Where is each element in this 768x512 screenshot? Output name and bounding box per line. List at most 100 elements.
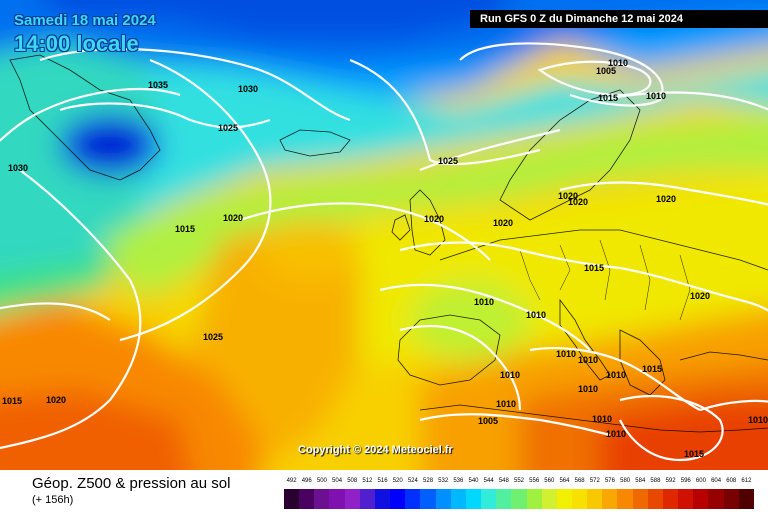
color-scale-swatch — [647, 489, 663, 509]
color-scale-tick: 560 — [544, 478, 555, 484]
color-scale-swatch — [329, 489, 345, 509]
color-scale-swatch — [708, 489, 724, 509]
color-scale-swatch — [481, 489, 497, 509]
isobar-label: 1020 — [568, 197, 588, 207]
isobar-label: 1010 — [474, 297, 494, 307]
isobar-label: 1010 — [592, 414, 612, 424]
color-scale-labels: 492 496 500 504 508 512 516 520 524 528 532 536 540 5… — [284, 478, 754, 488]
color-scale-tick: 552 — [513, 478, 524, 484]
color-scale-swatch — [587, 489, 603, 509]
color-scale-tick: 512 — [362, 478, 373, 484]
color-scale-tick: 508 — [347, 478, 358, 484]
color-scale-swatch — [541, 489, 557, 509]
isobar-label: 1020 — [558, 191, 578, 201]
color-scale-swatch — [511, 489, 527, 509]
color-scale-swatch — [602, 489, 618, 509]
color-scale-tick: 588 — [650, 478, 661, 484]
color-scale-tick: 604 — [711, 478, 722, 484]
isobar-label: 1015 — [584, 263, 604, 273]
isobar-label: 1010 — [608, 58, 628, 68]
color-scale-tick: 576 — [604, 478, 615, 484]
color-scale-swatch — [390, 489, 406, 509]
isobar-label: 1010 — [578, 355, 598, 365]
isobar-label: 1020 — [690, 291, 710, 301]
isobar-label: 1010 — [496, 399, 516, 409]
color-scale-tick: 600 — [695, 478, 706, 484]
isobar-label: 1010 — [646, 91, 666, 101]
forecast-date: Samedi 18 mai 2024 — [14, 12, 156, 29]
color-scale-tick: 528 — [423, 478, 434, 484]
isobar-label: 1010 — [578, 384, 598, 394]
z500-map: 1035 1030 1025 1030 1015 1020 1025 1015 1020 1005… — [0, 0, 768, 470]
isobar-lines — [0, 42, 768, 462]
color-scale-tick: 596 — [680, 478, 691, 484]
color-scale-swatch — [299, 489, 315, 509]
color-scale-swatch — [526, 489, 542, 509]
isobar-label: 1010 — [606, 370, 626, 380]
isobar-label: 1010 — [500, 370, 520, 380]
isobar-label: 1010 — [606, 429, 626, 439]
isobar-label: 1020 — [493, 218, 513, 228]
color-scale-swatch — [374, 489, 391, 509]
color-scale-tick: 520 — [392, 478, 403, 484]
color-scale-tick: 516 — [377, 478, 388, 484]
isobar-label: 1010 — [556, 349, 576, 359]
color-scale-swatch — [632, 489, 648, 509]
color-scale-tick: 612 — [741, 478, 752, 484]
isobar-label: 1015 — [175, 224, 195, 234]
color-scale-swatch — [359, 489, 375, 509]
forecast-offset: (+ 156h) — [32, 494, 74, 506]
isobar-label: 1025 — [218, 123, 238, 133]
color-scale-tick: 568 — [574, 478, 585, 484]
color-scale-tick: 556 — [529, 478, 540, 484]
color-scale: 492 496 500 504 508 512 516 520 524 528 532 536 540 5… — [284, 478, 754, 509]
isobar-label: 1025 — [203, 332, 223, 342]
color-scale-swatch — [405, 489, 421, 509]
isobar-label: 1030 — [238, 84, 258, 94]
isobar-label: 1015 — [642, 364, 662, 374]
isobar-label: 1015 — [2, 396, 22, 406]
color-scale-swatch — [450, 489, 466, 509]
color-scale-tick: 584 — [635, 478, 646, 484]
color-scale-swatch — [678, 489, 694, 509]
color-scale-swatch — [662, 489, 679, 509]
color-scale-swatch — [738, 489, 754, 509]
color-scale-tick: 532 — [438, 478, 449, 484]
color-scale-swatch — [496, 489, 512, 509]
color-scale-bar — [284, 489, 754, 509]
color-scale-swatch — [617, 489, 633, 509]
color-scale-tick: 564 — [559, 478, 570, 484]
geopotential-field — [0, 0, 768, 470]
forecast-time: 14:00 locale — [14, 31, 139, 56]
color-scale-tick: 544 — [483, 478, 494, 484]
color-scale-tick: 580 — [620, 478, 631, 484]
isobar-label: 1010 — [748, 415, 768, 425]
isobar-label: 1020 — [46, 395, 66, 405]
map-footer: Géop. Z500 & pression au sol (+ 156h) 49… — [0, 470, 768, 512]
color-scale-tick: 536 — [453, 478, 464, 484]
color-scale-tick: 496 — [301, 478, 312, 484]
isobar-labels: 1035 1030 1025 1030 1015 1020 1025 1015 1020 1005… — [2, 58, 768, 459]
color-scale-tick: 572 — [589, 478, 600, 484]
model-run-label: Run GFS 0 Z du Dimanche 12 mai 2024 — [470, 10, 768, 28]
isobar-label: 1025 — [438, 156, 458, 166]
color-scale-tick: 504 — [332, 478, 343, 484]
isobar-label: 1030 — [8, 163, 28, 173]
isobar-label: 1015 — [684, 449, 704, 459]
copyright-notice: Copyright © 2024 Meteociel.fr — [298, 444, 453, 456]
color-scale-swatch — [435, 489, 451, 509]
map-title: Géop. Z500 & pression au sol — [32, 475, 231, 492]
color-scale-tick: 524 — [407, 478, 418, 484]
isobar-label: 1005 — [478, 416, 498, 426]
isobar-label: 1015 — [598, 93, 618, 103]
isobar-label: 1020 — [424, 214, 444, 224]
isobar-label: 1020 — [656, 194, 676, 204]
color-scale-swatch — [314, 489, 330, 509]
isobar-label: 1020 — [223, 213, 243, 223]
coastlines — [9, 54, 768, 433]
color-scale-tick: 548 — [498, 478, 509, 484]
color-scale-swatch — [693, 489, 709, 509]
color-scale-tick: 492 — [286, 478, 297, 484]
color-scale-swatch — [420, 489, 436, 509]
